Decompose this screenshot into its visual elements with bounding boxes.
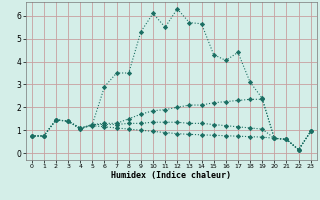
X-axis label: Humidex (Indice chaleur): Humidex (Indice chaleur): [111, 171, 231, 180]
